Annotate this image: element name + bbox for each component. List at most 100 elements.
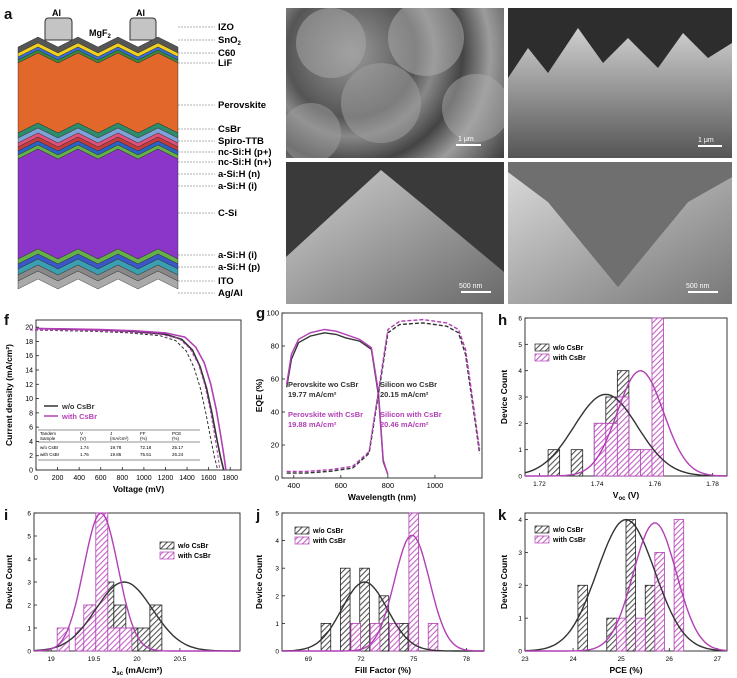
legend-swatch	[534, 343, 550, 352]
y-tick-label: 16	[25, 353, 33, 360]
layer-label-13: a-Si:H (p)	[218, 262, 260, 273]
jv-line-with	[35, 327, 227, 471]
y-axis-label: Current density (mA/cm²)	[4, 344, 14, 446]
hist-bar-wo	[359, 567, 370, 652]
al-label-right: Al	[136, 8, 145, 18]
y-tick-label: 2	[518, 421, 522, 428]
legend-swatch	[534, 353, 550, 362]
layer-label-2: C60	[218, 48, 235, 59]
mgf2-label: MgF2	[89, 28, 112, 40]
legend-label: with CsBr	[552, 355, 586, 362]
y-tick-label: 5	[518, 342, 522, 349]
layer-label-3: LiF	[218, 58, 232, 69]
legend-label: w/o CsBr	[177, 543, 209, 550]
table-cell: with CsBr	[40, 452, 60, 457]
table-cell: 75.51	[140, 452, 152, 457]
eqe-annotation-label: Silicon wo CsBr	[380, 380, 437, 389]
hist-bar-with	[95, 512, 109, 652]
x-tick-label: 0	[34, 475, 38, 482]
y-tick-label: 3	[275, 566, 279, 573]
legend-label: with CsBr	[61, 412, 97, 421]
layer-label-5: CsBr	[218, 124, 241, 135]
table-header: PCE	[172, 431, 181, 436]
hist-bar-wo	[320, 623, 332, 652]
hist-bar-with	[605, 422, 618, 477]
hist-bar-wo	[644, 584, 656, 652]
layer-label-7: nc-Si:H (p+)	[218, 147, 272, 158]
y-tick-label: 0	[27, 649, 31, 656]
x-tick-label: 19.5	[88, 656, 101, 663]
x-axis-label: PCE (%)	[609, 665, 642, 675]
y-tick-label: 12	[25, 382, 33, 389]
eqe-annotation-label: Perovskite wo CsBr	[288, 380, 359, 389]
y-tick-label: 6	[27, 511, 31, 518]
eqe-annotation-value: 19.77 mA/cm²	[288, 390, 337, 399]
y-tick-label: 4	[27, 557, 31, 564]
y-axis-label: Device Count	[4, 555, 14, 609]
eqe-line-1	[286, 328, 389, 475]
x-tick-label: 1600	[201, 475, 217, 482]
eqe-annotation-value: 20.46 mA/cm²	[380, 420, 429, 429]
y-tick-label: 80	[271, 342, 279, 351]
stack-layer-16	[17, 270, 179, 290]
layer-label-14: ITO	[218, 276, 234, 287]
chart-j-ff-hist: 69 72 75 78 0 1 2 3 4 5 Fill Factor (%) Device Coun…	[254, 511, 485, 675]
hist-bar-with	[673, 519, 685, 652]
sem-texture-e: 500 nm	[508, 162, 732, 304]
y-tick-label: 2	[275, 593, 279, 600]
table-header: J	[110, 431, 112, 436]
y-axis-label: Device Count	[499, 555, 509, 609]
x-tick-label: 75	[410, 656, 418, 663]
layer-label-0: IZO	[218, 22, 234, 33]
x-tick-label: 78	[463, 656, 471, 663]
panel-label-g: g	[256, 305, 266, 322]
y-axis-label: Device Count	[499, 370, 509, 424]
stack-layer-11	[17, 148, 179, 260]
eqe-annotation-value: 19.88 mA/cm²	[288, 420, 337, 429]
panel-label-f: f	[4, 312, 9, 329]
x-axis-label: Fill Factor (%)	[355, 665, 411, 675]
x-tick-label: 19	[48, 656, 56, 663]
sem-texture-b: 1 μm	[286, 8, 504, 158]
y-tick-label: 1	[275, 621, 279, 628]
stack-layer-4	[17, 52, 179, 134]
legend-label: w/o CsBr	[312, 528, 344, 535]
gauss-fit-wo	[33, 581, 240, 652]
hist-bar-with	[628, 449, 641, 477]
chart-f-jv-curve: 0 200 400 600 800 1000 1200 1400 1600 1800 0 2 4 6 8 10…	[4, 319, 242, 494]
legend-label: w/o CsBr	[552, 527, 584, 534]
sem-image-d: 500 nm	[286, 162, 504, 304]
y-tick-label: 4	[518, 368, 522, 375]
hist-bar-with	[654, 552, 665, 652]
jv-dashed-with	[29, 329, 221, 471]
y-tick-label: 60	[271, 375, 279, 384]
layer-stack	[17, 36, 179, 290]
legend-swatch	[294, 526, 310, 535]
hist-bar-with	[615, 617, 627, 652]
hist-bar-with	[593, 422, 607, 477]
x-tick-label: 1400	[179, 475, 195, 482]
panel-label-a: a	[4, 6, 13, 23]
x-tick-label: 1800	[222, 475, 238, 482]
al-contact-right	[129, 17, 157, 41]
y-tick-label: 40	[271, 408, 279, 417]
table-cell: 1.74	[80, 445, 89, 450]
y-tick-label: 0	[518, 474, 522, 481]
chart-g-eqe: 400 600 800 1000 0 20 40 60 80 100 Wavelength (nm)…	[254, 309, 483, 502]
scale-label-d: 500 nm	[459, 283, 483, 290]
plot-frame	[35, 319, 242, 471]
y-axis-label: Device Count	[254, 555, 264, 609]
table-cell: 19.85	[110, 452, 122, 457]
layer-label-9: a-Si:H (n)	[218, 169, 260, 180]
table-cell: 25.17	[172, 445, 184, 450]
x-tick-label: 800	[116, 475, 128, 482]
table-subheader: Sample	[40, 436, 56, 441]
x-tick-label: 23	[521, 656, 529, 663]
y-tick-label: 14	[25, 368, 33, 375]
y-tick-label: 20	[271, 441, 279, 450]
x-tick-label: 1200	[158, 475, 174, 482]
x-axis-label: Voltage (mV)	[113, 484, 164, 494]
x-tick-label: 25	[618, 656, 626, 663]
y-tick-label: 4	[275, 538, 279, 545]
